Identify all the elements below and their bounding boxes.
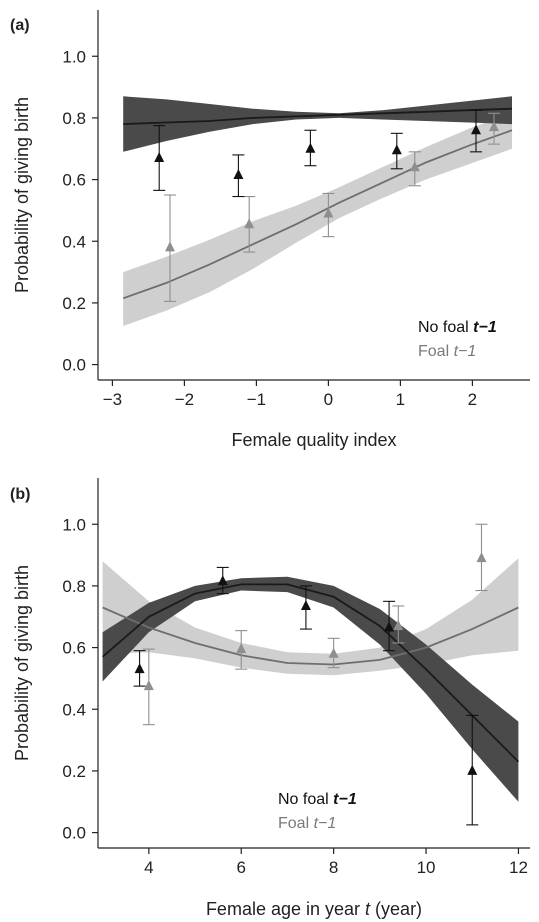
y-tick-label: 0.2 (62, 294, 86, 313)
foal-point (244, 218, 255, 229)
panel-a: (a) 0.0 0.2 0.4 0.6 0.8 1.0 −3 −2 −1 0 1 2 Probabilit… (10, 10, 530, 450)
legend-foal: Foal t−1 (278, 815, 336, 832)
panel-label: (b) (10, 486, 30, 503)
y-tick-label: 0.6 (62, 171, 86, 190)
foal-point (409, 161, 420, 172)
no-foal-point (154, 152, 165, 162)
x-tick-label: 4 (144, 858, 153, 877)
foal-point (143, 680, 154, 691)
no-foal-confidence-band (123, 96, 512, 152)
no-foal-point (467, 764, 478, 775)
foal-point (165, 241, 175, 252)
x-tick-label: −2 (175, 390, 194, 409)
foal-point (236, 643, 247, 654)
y-axis-title: Probability of giving birth (12, 97, 32, 293)
y-tick-label: 0.8 (62, 109, 86, 128)
foal-confidence-band (123, 113, 512, 326)
x-tick-label: 6 (236, 858, 245, 877)
x-axis-title: Female age in year t (year) (206, 899, 422, 919)
no-foal-point (384, 621, 395, 632)
no-foal-point (233, 168, 244, 179)
no-foal-point (391, 144, 402, 155)
y-tick-label: 0.8 (62, 577, 86, 596)
y-tick-label: 1.0 (62, 47, 86, 66)
no-foal-point (217, 575, 228, 586)
foal-point (489, 121, 499, 132)
x-tick-label: 8 (329, 858, 338, 877)
y-tick-label: 0.0 (62, 356, 86, 375)
legend-no-foal: No foal t−1 (418, 319, 497, 336)
y-tick-label: 0.4 (62, 700, 86, 719)
x-tick-label: 10 (417, 858, 436, 877)
no-foal-point (300, 599, 311, 610)
foal-point (476, 552, 487, 563)
panel-b: (b) 0.0 0.2 0.4 0.6 0.8 1.0 4 6 8 10 12 Probability … (10, 478, 530, 919)
foal-point (393, 620, 404, 630)
foal-point (328, 647, 339, 658)
x-tick-label: 0 (324, 390, 333, 409)
x-tick-label: 2 (468, 390, 477, 409)
legend-no-foal: No foal t−1 (278, 791, 357, 808)
x-tick-label: −1 (247, 390, 266, 409)
x-tick-label: 12 (509, 858, 528, 877)
y-tick-label: 0.6 (62, 639, 86, 658)
no-foal-fit-line (123, 107, 513, 125)
y-tick-label: 1.0 (62, 515, 86, 534)
x-axis-title: Female quality index (231, 430, 396, 450)
legend-foal: Foal t−1 (418, 343, 476, 360)
no-foal-fit-line (102, 583, 520, 763)
x-tick-label: 1 (396, 390, 405, 409)
y-tick-label: 0.0 (62, 824, 86, 843)
y-tick-label: 0.2 (62, 762, 86, 781)
panel-label: (a) (10, 17, 30, 34)
foal-fit-line (102, 606, 519, 666)
y-axis-title: Probability of giving birth (12, 565, 32, 761)
y-tick-label: 0.4 (62, 232, 86, 251)
x-tick-label: −3 (103, 390, 122, 409)
no-foal-point (134, 663, 145, 674)
foal-fit-line (122, 129, 513, 300)
no-foal-point (305, 142, 316, 153)
foal-point (323, 207, 334, 218)
no-foal-point (471, 124, 481, 135)
no-foal-confidence-band (102, 576, 519, 802)
